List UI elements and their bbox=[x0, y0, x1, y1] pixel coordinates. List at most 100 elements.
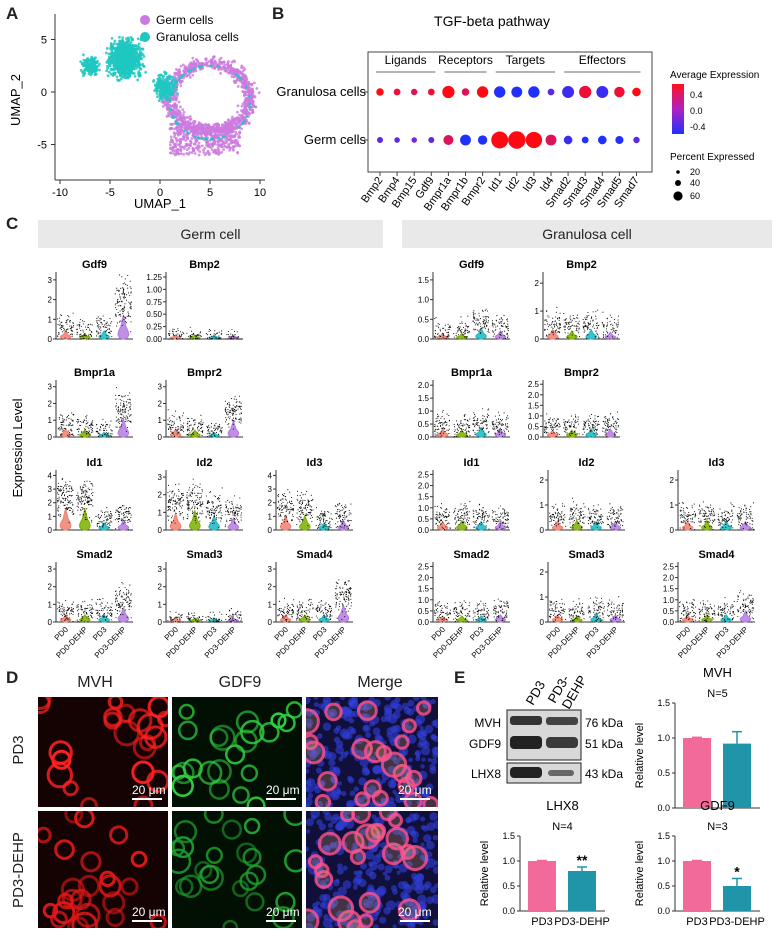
violin-point bbox=[76, 324, 78, 326]
dotplot-dot bbox=[528, 86, 540, 98]
violin-point bbox=[129, 406, 131, 408]
umap-point-granulosa bbox=[110, 50, 114, 54]
violin-point bbox=[119, 394, 121, 396]
violin-point bbox=[188, 420, 191, 422]
violin-point bbox=[212, 519, 214, 521]
violin-point bbox=[62, 331, 64, 333]
violin-point bbox=[123, 406, 125, 408]
violin-point bbox=[117, 410, 119, 412]
violin-point bbox=[104, 516, 106, 518]
violin-point bbox=[186, 508, 189, 510]
umap-point-germ bbox=[186, 123, 190, 127]
violin-point bbox=[106, 334, 108, 336]
violin-point bbox=[57, 335, 59, 337]
umap-point-granulosa bbox=[166, 90, 170, 94]
umap-point-granulosa bbox=[189, 68, 193, 72]
violin-point bbox=[116, 518, 118, 520]
violin-point bbox=[208, 336, 211, 338]
violin-point bbox=[297, 518, 299, 520]
violin-point bbox=[121, 518, 123, 520]
violin-point bbox=[60, 414, 62, 416]
violin-point bbox=[72, 330, 74, 332]
violin-point bbox=[197, 428, 199, 430]
umap-point-granulosa bbox=[118, 48, 122, 52]
violin-point bbox=[176, 429, 178, 431]
umap-point-granulosa bbox=[79, 60, 83, 64]
violin-point bbox=[235, 517, 237, 519]
umap-point-germ bbox=[201, 131, 204, 135]
violin-point bbox=[214, 428, 216, 431]
umap-point-granulosa bbox=[127, 43, 131, 47]
umap-point-germ bbox=[210, 58, 213, 62]
violin-point bbox=[206, 510, 208, 512]
violin-point bbox=[171, 491, 173, 493]
violin-point bbox=[117, 411, 119, 413]
violin-point bbox=[236, 511, 238, 513]
violin-point bbox=[195, 338, 198, 340]
umap-point-germ bbox=[207, 123, 210, 127]
violin-point bbox=[63, 504, 65, 506]
umap-point-granulosa bbox=[137, 54, 141, 58]
umap-point-germ bbox=[214, 152, 218, 155]
violin-point bbox=[99, 335, 101, 337]
violin-point bbox=[208, 510, 210, 512]
umap-point-granulosa bbox=[158, 73, 162, 77]
violin-ytick: 1 bbox=[158, 416, 163, 425]
violin-point bbox=[209, 517, 211, 519]
violin-point bbox=[173, 421, 175, 423]
violin-point bbox=[130, 331, 132, 333]
violin-point bbox=[233, 398, 235, 400]
violin-point bbox=[176, 433, 178, 435]
violin-point bbox=[58, 427, 60, 429]
violin-point bbox=[62, 428, 64, 430]
violin-point bbox=[60, 489, 62, 491]
umap-point-germ bbox=[202, 148, 205, 152]
violin-point bbox=[194, 506, 196, 508]
violin-point bbox=[172, 332, 174, 334]
violin-point bbox=[199, 332, 201, 334]
violin-point bbox=[70, 425, 73, 427]
violin-point bbox=[117, 322, 119, 324]
violin-point bbox=[214, 512, 216, 514]
violin-point bbox=[79, 500, 81, 502]
violin-point bbox=[115, 416, 117, 418]
violin-point bbox=[167, 506, 169, 509]
violin-point bbox=[106, 337, 108, 339]
violin-point bbox=[88, 496, 90, 498]
umap-point-germ bbox=[183, 117, 187, 121]
violin-point bbox=[213, 513, 215, 515]
violin-point bbox=[301, 513, 303, 515]
umap-point-granulosa bbox=[98, 68, 101, 72]
violin-point bbox=[170, 420, 172, 422]
legend-granulosa-dot bbox=[140, 32, 150, 42]
violin-point bbox=[200, 422, 202, 424]
violin-point bbox=[209, 432, 211, 434]
violin-point bbox=[189, 431, 191, 433]
violin-point bbox=[120, 315, 122, 317]
violin-point bbox=[107, 519, 109, 521]
violin-point bbox=[226, 519, 228, 521]
violin-point bbox=[119, 411, 121, 413]
umap-point-granulosa bbox=[197, 136, 200, 140]
violin-point bbox=[89, 328, 91, 330]
violin-point bbox=[217, 499, 219, 501]
violin-point bbox=[181, 426, 183, 429]
violin-point bbox=[228, 335, 230, 337]
violin-title: Id3 bbox=[307, 457, 323, 469]
violin-point bbox=[237, 405, 239, 407]
umap-point-germ bbox=[173, 73, 177, 77]
violin-ytick: 2 bbox=[268, 499, 273, 508]
violin-point bbox=[106, 321, 108, 323]
violin-point bbox=[65, 485, 67, 487]
violin-point bbox=[97, 319, 99, 321]
violin-point bbox=[198, 492, 200, 494]
umap-point-germ bbox=[226, 68, 230, 72]
violin-point bbox=[109, 515, 111, 517]
violin-point bbox=[174, 503, 176, 505]
violin-point bbox=[220, 337, 222, 339]
violin-point bbox=[126, 407, 128, 409]
violin-point bbox=[298, 510, 300, 513]
umap-point-granulosa bbox=[82, 53, 85, 57]
violin-point bbox=[231, 503, 233, 505]
violin-point bbox=[189, 494, 192, 496]
